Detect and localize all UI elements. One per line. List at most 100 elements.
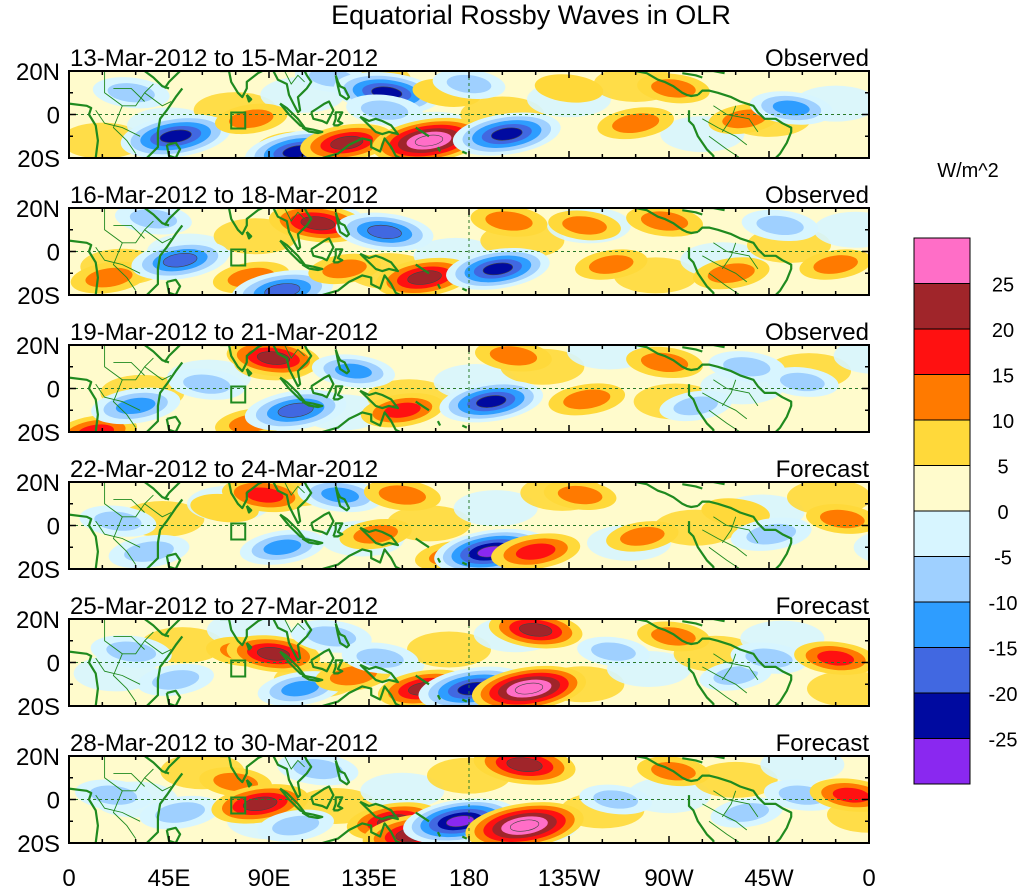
panel-date-range: 16-Mar-2012 to 18-Mar-2012 bbox=[70, 182, 378, 209]
colorbar-tick-label: -25 bbox=[989, 730, 1018, 752]
anomaly-contour bbox=[242, 796, 278, 812]
anomaly-contour bbox=[482, 262, 513, 276]
colorbar-swatch bbox=[913, 465, 971, 512]
colorbar-swatch bbox=[913, 647, 971, 694]
anomaly-contour bbox=[485, 211, 533, 231]
lat-label: 0 bbox=[47, 377, 60, 404]
colorbar-tick-label: -20 bbox=[989, 684, 1018, 706]
lat-label: 20N bbox=[16, 196, 60, 223]
lat-label: 20N bbox=[16, 470, 60, 497]
coastline bbox=[245, 368, 253, 377]
coastline bbox=[635, 619, 699, 646]
anomaly-contour bbox=[514, 682, 544, 695]
lat-label: 0 bbox=[47, 103, 60, 130]
coastline bbox=[322, 822, 401, 843]
anomaly-contour bbox=[155, 802, 205, 823]
anomaly-contour bbox=[334, 363, 372, 379]
coastline bbox=[220, 482, 263, 510]
coastline bbox=[436, 831, 442, 837]
map-panel-1: 20N 0 20S 13-Mar-2012 to 15-Mar-2012 Observe… bbox=[16, 45, 870, 173]
country-border bbox=[104, 756, 154, 792]
country-border bbox=[713, 653, 759, 681]
coastline bbox=[272, 482, 313, 525]
coastline bbox=[334, 211, 351, 238]
country-border bbox=[104, 208, 154, 244]
panel-label: Observed bbox=[765, 45, 869, 72]
lon-label: 180 bbox=[449, 865, 489, 890]
coastline bbox=[682, 209, 703, 216]
coastline bbox=[635, 482, 699, 509]
anomaly-contour bbox=[213, 772, 259, 792]
country-border bbox=[702, 803, 748, 831]
coastline bbox=[310, 648, 335, 673]
anomaly-contour bbox=[509, 819, 540, 832]
colorbar-swatch bbox=[913, 692, 971, 739]
coastline bbox=[334, 486, 351, 512]
anomaly-contour bbox=[491, 127, 523, 141]
coastline bbox=[163, 345, 181, 364]
anomaly-contour bbox=[724, 803, 770, 822]
coastline bbox=[635, 345, 699, 372]
coastline bbox=[146, 361, 184, 432]
coastline bbox=[334, 760, 351, 786]
country-border bbox=[283, 756, 305, 770]
coastline bbox=[702, 208, 725, 212]
anomaly-contour bbox=[407, 270, 442, 285]
coastline bbox=[143, 756, 170, 775]
coastline bbox=[359, 389, 399, 410]
anomaly-contour bbox=[746, 523, 797, 545]
panel-label: Forecast bbox=[776, 593, 870, 620]
country-border bbox=[702, 529, 748, 557]
country-border bbox=[144, 92, 172, 107]
panel-label: Forecast bbox=[776, 456, 870, 483]
colorbar-tick-label: -15 bbox=[989, 639, 1018, 661]
anomaly-contour bbox=[281, 680, 319, 697]
coastline bbox=[436, 283, 442, 289]
anomaly-contour bbox=[723, 357, 771, 377]
coastline bbox=[301, 400, 324, 409]
coastline bbox=[322, 685, 401, 706]
coastline bbox=[682, 72, 703, 79]
coastline bbox=[702, 345, 725, 349]
coastline bbox=[682, 483, 703, 490]
country-border bbox=[144, 366, 172, 381]
coastline bbox=[272, 71, 313, 114]
coastline bbox=[322, 548, 401, 569]
coastline bbox=[301, 263, 324, 272]
coastline bbox=[687, 384, 715, 432]
coastline bbox=[461, 561, 468, 566]
coastline bbox=[301, 674, 324, 683]
wave-stripe bbox=[833, 345, 869, 374]
anomaly-contour bbox=[183, 374, 231, 394]
colorbar-swatches bbox=[913, 237, 971, 785]
country-border bbox=[144, 229, 172, 244]
coastline bbox=[310, 785, 335, 810]
coastline bbox=[687, 521, 715, 569]
country-border bbox=[283, 619, 305, 633]
country-border bbox=[702, 255, 748, 283]
country-border bbox=[112, 790, 137, 839]
coastline bbox=[635, 71, 699, 98]
coastline bbox=[359, 663, 399, 684]
coastline bbox=[415, 811, 430, 823]
wave-stripe bbox=[813, 211, 869, 248]
anomaly-contour bbox=[591, 642, 636, 661]
wave-stripe bbox=[760, 756, 845, 783]
country-border bbox=[95, 383, 141, 411]
colorbar-tick-label: 25 bbox=[992, 275, 1014, 297]
wave-stripe bbox=[453, 490, 538, 527]
lon-label: 135W bbox=[538, 865, 601, 890]
anomaly-contour bbox=[612, 113, 660, 134]
country-border bbox=[113, 361, 145, 376]
country-border bbox=[702, 392, 748, 420]
country-border bbox=[104, 619, 154, 655]
coastline bbox=[436, 420, 442, 426]
coastline bbox=[310, 100, 335, 125]
colorbar-swatch bbox=[913, 738, 971, 785]
anomaly-contour bbox=[506, 757, 543, 772]
reference-box bbox=[230, 659, 247, 678]
anomaly-contour bbox=[360, 100, 409, 120]
coastline bbox=[697, 363, 793, 432]
anomaly-contour bbox=[356, 648, 404, 668]
panel-date-range: 13-Mar-2012 to 15-Mar-2012 bbox=[70, 45, 378, 72]
